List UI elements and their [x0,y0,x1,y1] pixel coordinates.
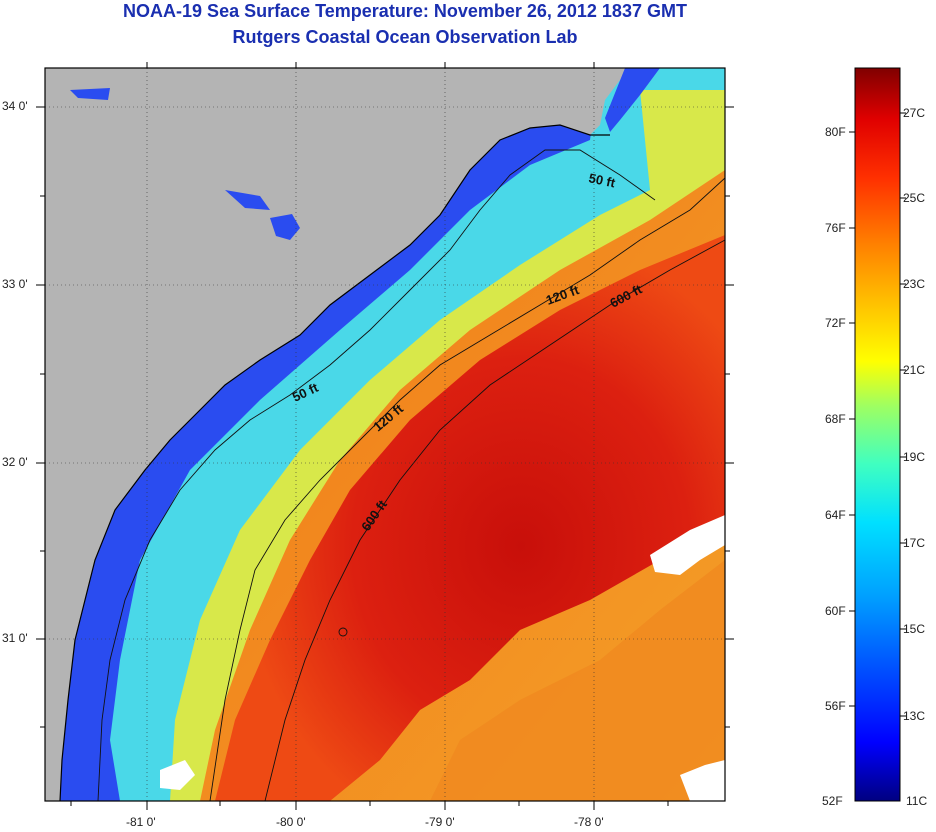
coastline [59,124,610,801]
gulf-stream-warm-water [215,235,725,801]
colorbar-label-56F: 56F [825,699,846,713]
cape-fear-water [605,68,660,132]
isobath-50ft [97,149,656,801]
colorbar-label-23C: 23C [903,277,926,291]
graticule [45,68,725,801]
cloud-patch [650,515,725,575]
colorbar-label-15C: 15C [903,622,926,636]
cloud-patch [160,760,195,790]
lon-label-79: -79 0' [425,815,455,829]
lake [270,214,300,240]
colorbar-label-21C: 21C [903,363,926,377]
lon-label-80: -80 0' [276,815,306,829]
map-title: NOAA-19 Sea Surface Temperature: Novembe… [123,1,687,21]
colorbar-label-60F: 60F [825,604,846,618]
colorbar-label-64F: 64F [825,508,846,522]
colorbar-label-27C: 27C [903,106,926,120]
colorbar-gradient [854,67,901,802]
lon-label-78: -78 0' [574,815,604,829]
isobath-label-50ft-north: 50 ft [587,170,617,190]
land-mass [45,68,630,801]
lon-label-81: -81 0' [126,815,156,829]
isobath-600ft [264,239,725,801]
map-frame [44,67,726,802]
lake [225,190,270,210]
cloud-patch [680,760,725,801]
colorbar-ticks [849,112,906,717]
colorbar-label-19C: 19C [903,450,926,464]
colorbar-label-17C: 17C [903,536,926,550]
colorbar-label-76F: 76F [825,221,846,235]
map-subtitle: Rutgers Coastal Ocean Observation Lab [232,27,578,47]
colorbar-label-68F: 68F [825,412,846,426]
closed-contour [338,627,348,637]
colorbar-label-72F: 72F [825,316,846,330]
lat-label-33: 33 0' [2,277,28,291]
lake [70,88,110,100]
colorbar-label-11C: 11C [906,794,928,808]
axis-ticks [36,62,734,810]
isobath-120ft [209,177,725,801]
lat-label-34: 34 0' [2,99,28,113]
orange-eddy [430,560,725,801]
colorbar-label-52F: 52F [822,794,843,808]
colorbar-label-80F: 80F [825,125,846,139]
colorbar-label-13C: 13C [903,709,926,723]
colorbar-label-25C: 25C [903,191,926,205]
lat-label-32: 32 0' [2,455,28,469]
lat-label-31: 31 0' [2,631,28,645]
